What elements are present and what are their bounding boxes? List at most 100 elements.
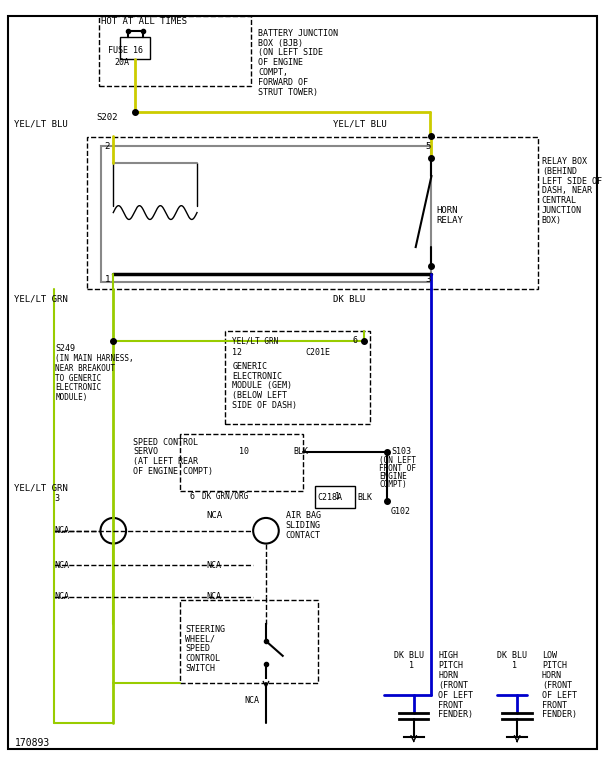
Text: SLIDING: SLIDING: [286, 521, 321, 530]
Text: (ON LEFT SIDE: (ON LEFT SIDE: [258, 49, 323, 57]
Text: (FRONT: (FRONT: [438, 681, 468, 690]
Text: 2: 2: [104, 142, 110, 151]
Text: 3: 3: [426, 275, 431, 284]
Text: YEL/LT GRN: YEL/LT GRN: [233, 336, 279, 345]
Text: NCA: NCA: [207, 561, 222, 570]
Text: OF LEFT: OF LEFT: [542, 691, 577, 700]
Text: PITCH: PITCH: [438, 662, 464, 670]
Bar: [120, 37, 150, 59]
Text: MODULE): MODULE): [55, 393, 88, 402]
Text: FUSE 16: FUSE 16: [108, 46, 143, 54]
Text: BATTERY JUNCTION: BATTERY JUNCTION: [258, 29, 338, 38]
Text: SPEED: SPEED: [185, 645, 210, 653]
Text: 170893: 170893: [15, 738, 50, 748]
Text: AIR BAG: AIR BAG: [286, 511, 321, 520]
Text: 1: 1: [335, 492, 340, 501]
Text: DK GRN/ORG: DK GRN/ORG: [202, 492, 248, 501]
Text: (IN MAIN HARNESS,: (IN MAIN HARNESS,: [55, 354, 134, 363]
Bar: [181, 434, 303, 491]
Text: COMPT): COMPT): [379, 480, 407, 489]
Text: WHEEL/: WHEEL/: [185, 635, 215, 643]
Text: G102: G102: [391, 507, 411, 516]
Text: ELECTRONIC: ELECTRONIC: [233, 372, 282, 381]
Text: DK BLU: DK BLU: [333, 295, 365, 304]
Text: NEAR BREAKOUT: NEAR BREAKOUT: [55, 364, 115, 372]
Text: BLK: BLK: [357, 493, 373, 502]
Text: C218A: C218A: [317, 493, 342, 502]
Text: FENDER): FENDER): [542, 710, 577, 720]
Text: HORN: HORN: [438, 671, 458, 680]
Text: CENTRAL: CENTRAL: [542, 196, 577, 205]
Text: 1: 1: [512, 662, 517, 670]
Text: LEFT SIDE OF: LEFT SIDE OF: [542, 176, 602, 185]
Text: JUNCTION: JUNCTION: [542, 206, 582, 215]
Text: 1: 1: [104, 275, 110, 284]
Text: RELAY: RELAY: [437, 216, 463, 225]
Text: NCA: NCA: [207, 592, 222, 601]
Text: (AT LEFT REAR: (AT LEFT REAR: [133, 457, 198, 466]
Text: FRONT: FRONT: [438, 700, 464, 710]
Text: HOT AT ALL TIMES: HOT AT ALL TIMES: [101, 17, 187, 26]
Text: DK BLU: DK BLU: [497, 652, 527, 660]
Bar: [315, 486, 355, 508]
Text: OF LEFT: OF LEFT: [438, 691, 473, 700]
Bar: [181, 600, 318, 684]
Text: S202: S202: [96, 112, 118, 121]
Text: TO GENERIC: TO GENERIC: [55, 374, 101, 382]
Text: 1: 1: [409, 662, 414, 670]
Text: NCA: NCA: [54, 592, 69, 601]
Text: NCA: NCA: [244, 696, 259, 705]
Text: CONTACT: CONTACT: [286, 531, 321, 540]
Text: STEERING: STEERING: [185, 625, 225, 634]
Text: DASH, NEAR: DASH, NEAR: [542, 186, 592, 195]
Text: C201E: C201E: [305, 348, 330, 357]
Text: (ON LEFT: (ON LEFT: [379, 456, 416, 465]
Text: S249: S249: [55, 344, 75, 353]
Text: BOX): BOX): [542, 216, 562, 225]
Text: SERVO: SERVO: [133, 447, 158, 456]
Text: 12: 12: [233, 348, 243, 357]
Text: FRONT: FRONT: [542, 700, 567, 710]
Text: (FRONT: (FRONT: [542, 681, 572, 690]
Text: OF ENGINE: OF ENGINE: [258, 58, 303, 67]
Text: 6: 6: [189, 492, 194, 501]
Text: CONTROL: CONTROL: [185, 655, 220, 663]
Text: RELAY BOX: RELAY BOX: [542, 157, 587, 166]
Text: 6: 6: [352, 336, 357, 345]
Bar: [98, 15, 251, 86]
Text: YEL/LT GRN: YEL/LT GRN: [14, 484, 68, 493]
Bar: [101, 146, 432, 282]
Text: YEL/LT GRN: YEL/LT GRN: [14, 295, 68, 304]
Text: YEL/LT BLU: YEL/LT BLU: [14, 120, 68, 128]
Text: GENERIC: GENERIC: [233, 362, 268, 371]
Text: 5: 5: [426, 142, 431, 151]
Text: 3: 3: [54, 494, 59, 503]
Text: FENDER): FENDER): [438, 710, 473, 720]
Text: FORWARD OF: FORWARD OF: [258, 78, 308, 87]
Text: SWITCH: SWITCH: [185, 664, 215, 673]
Text: NCA: NCA: [207, 511, 223, 520]
Text: OF ENGINE COMPT): OF ENGINE COMPT): [133, 467, 213, 476]
Text: DK BLU: DK BLU: [394, 652, 424, 660]
Bar: [225, 331, 370, 424]
Text: SPEED CONTROL: SPEED CONTROL: [133, 437, 198, 446]
Text: MODULE (GEM): MODULE (GEM): [233, 382, 292, 391]
Text: LOW: LOW: [542, 652, 557, 660]
Bar: [87, 137, 538, 289]
Text: BOX (BJB): BOX (BJB): [258, 39, 303, 47]
Text: COMPT,: COMPT,: [258, 68, 288, 77]
Text: YEL/LT BLU: YEL/LT BLU: [333, 120, 387, 128]
Text: ENGINE: ENGINE: [379, 472, 407, 481]
Text: NCA: NCA: [54, 561, 69, 570]
Text: (BEHIND: (BEHIND: [542, 166, 577, 175]
Text: NCA: NCA: [54, 526, 69, 535]
Text: HIGH: HIGH: [438, 652, 458, 660]
Text: ELECTRONIC: ELECTRONIC: [55, 383, 101, 392]
Text: FRONT OF: FRONT OF: [379, 464, 416, 473]
Text: PITCH: PITCH: [542, 662, 567, 670]
Text: (BELOW LEFT: (BELOW LEFT: [233, 391, 287, 401]
Text: HORN: HORN: [437, 206, 458, 215]
Text: STRUT TOWER): STRUT TOWER): [258, 88, 318, 97]
Text: 20A: 20A: [114, 58, 130, 67]
Text: BLK: BLK: [293, 447, 309, 456]
